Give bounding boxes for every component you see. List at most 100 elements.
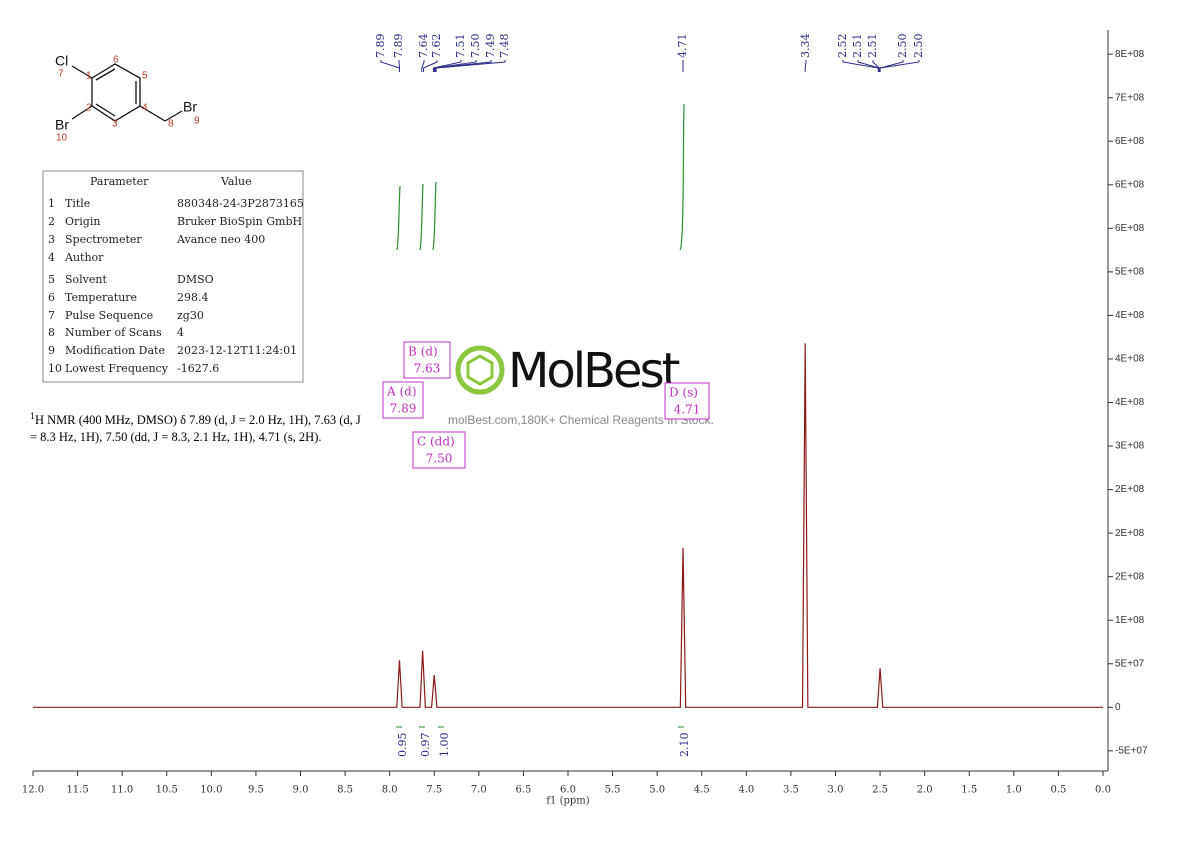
- multiplet-name: B (d): [408, 345, 438, 359]
- y-tick-label: 6E+08: [1115, 179, 1145, 190]
- row-value: 4: [177, 326, 184, 339]
- peak-label: 2.51: [851, 34, 864, 59]
- row-index: 7: [48, 309, 55, 322]
- multiplet-box: [382, 381, 424, 419]
- x-tick-label: 3.5: [783, 785, 799, 796]
- superscript: 1: [30, 412, 35, 421]
- y-tick-label: 2E+08: [1115, 484, 1145, 495]
- peak-label: 7.51: [454, 34, 467, 59]
- peak-label: 7.89: [374, 34, 387, 59]
- x-tick-label: 0.0: [1095, 785, 1111, 796]
- row-index: 4: [48, 251, 55, 264]
- row-parameter: Author: [64, 251, 104, 264]
- y-tick-label: 5E+07: [1115, 658, 1145, 669]
- peak-label: 2.51: [866, 34, 879, 59]
- row-parameter: Origin: [65, 215, 100, 228]
- integral-label: 0.97: [419, 733, 432, 758]
- table-header: Parameter: [90, 175, 149, 188]
- plot: 12.0 11.5 11.0 10.5 10.0 9.5 9.0 8.5 8.0 7.5 7.0 6.…: [22, 30, 1148, 807]
- integral-label: 0.95: [396, 733, 409, 758]
- x-tick-label: 4.5: [694, 785, 710, 796]
- peak-label: 7.89: [392, 34, 405, 59]
- row-parameter: Solvent: [65, 273, 107, 286]
- row-value: Bruker BioSpin GmbH: [177, 215, 302, 228]
- y-tick-label: 2E+08: [1115, 571, 1145, 582]
- row-value: 2023-12-12T11:24:01: [177, 344, 297, 357]
- description-line: = 8.3 Hz, 1H), 7.50 (dd, J = 8.3, 2.1 Hz…: [30, 430, 322, 444]
- bond: [139, 105, 166, 122]
- x-tick-label: 11.0: [111, 785, 133, 796]
- atom: Br: [55, 117, 69, 133]
- y-tick-label: 7E+08: [1115, 92, 1145, 103]
- row-index: 10: [48, 362, 62, 375]
- row-parameter: Title: [65, 197, 90, 210]
- x-tick-label: 1.5: [961, 785, 977, 796]
- peak-connector: [423, 60, 438, 72]
- x-tick-label: 6.0: [560, 785, 576, 796]
- x-tick-label: 7.5: [426, 785, 442, 796]
- multiplet-shift: 7.63: [414, 362, 441, 376]
- multiplet-box: [403, 341, 451, 379]
- y-tick-label: 4E+08: [1115, 310, 1145, 321]
- x-tick-label: 5.0: [649, 785, 665, 796]
- x-tick-label: 8.0: [382, 785, 398, 796]
- multiplet-name: D (s): [669, 386, 698, 400]
- peak-label: 7.64: [417, 34, 430, 59]
- bond: [71, 105, 93, 120]
- row-parameter: Modification Date: [65, 344, 165, 357]
- parameter-table: [42, 170, 304, 383]
- ring: [91, 63, 141, 122]
- peak-connector: [432, 60, 462, 72]
- atom-number: 7: [58, 69, 64, 80]
- y-tick-label: 6E+08: [1115, 136, 1145, 147]
- x-tick-label: 0.5: [1050, 785, 1066, 796]
- atom-number: 2: [86, 103, 92, 114]
- peak-label: 2.50: [912, 34, 925, 59]
- table-header: Value: [220, 175, 252, 188]
- atom-number: 5: [142, 71, 148, 82]
- peak-label: 2.50: [896, 34, 909, 59]
- bond: [71, 65, 93, 79]
- row-index: 2: [48, 215, 55, 228]
- x-tick-label: 12.0: [22, 785, 44, 796]
- y-tick-label: 4E+08: [1115, 397, 1145, 408]
- atom-number: 6: [113, 55, 119, 66]
- multiplet-name: A (d): [386, 385, 417, 399]
- row-value: zg30: [177, 309, 204, 322]
- bond: [95, 103, 116, 117]
- x-axis-label: f1 (ppm): [546, 796, 589, 807]
- structure: [71, 63, 183, 122]
- x-tick-label: 11.5: [66, 785, 88, 796]
- table-rows: 1 Title 880348-24-3P2873165 2 Origin Bruker B…: [48, 197, 304, 375]
- peak-connector: [879, 60, 920, 72]
- atom-number: 8: [168, 119, 174, 130]
- y-tick-label: 6E+08: [1115, 223, 1145, 234]
- multiplet-name: C (dd): [417, 435, 455, 449]
- peak-connector: [380, 60, 400, 72]
- y-tick-label: 2E+08: [1115, 528, 1145, 539]
- atom-number: 1: [86, 71, 92, 82]
- x-tick-label: 1.0: [1006, 785, 1022, 796]
- peak-connector: [804, 60, 807, 72]
- row-index: 3: [48, 233, 55, 246]
- logo: [455, 345, 505, 395]
- multiplet-box: [412, 431, 466, 469]
- description-line: H NMR (400 MHz, DMSO) δ 7.89 (d, J = 2.0…: [35, 413, 361, 427]
- atom-number: 10: [56, 133, 68, 144]
- multiplet-shift: 7.89: [390, 402, 417, 416]
- x-tick-label: 6.5: [515, 785, 531, 796]
- atom: Cl: [55, 53, 68, 69]
- atom: Br: [183, 99, 197, 115]
- x-tick-label: 5.5: [605, 785, 621, 796]
- peak-label: 2.52: [836, 34, 849, 59]
- spectrum: [33, 343, 1103, 708]
- row-index: 8: [48, 326, 55, 339]
- row-parameter: Number of Scans: [65, 326, 162, 339]
- peak-label: 7.48: [498, 34, 511, 59]
- peak-label: 4.71: [676, 34, 689, 59]
- y-tick-label: 5E+08: [1115, 267, 1145, 278]
- peak-label: 3.34: [799, 34, 812, 59]
- x-tick-label: 7.0: [471, 785, 487, 796]
- multiplet-box: [664, 382, 710, 420]
- logo-text: MolBest: [508, 343, 680, 399]
